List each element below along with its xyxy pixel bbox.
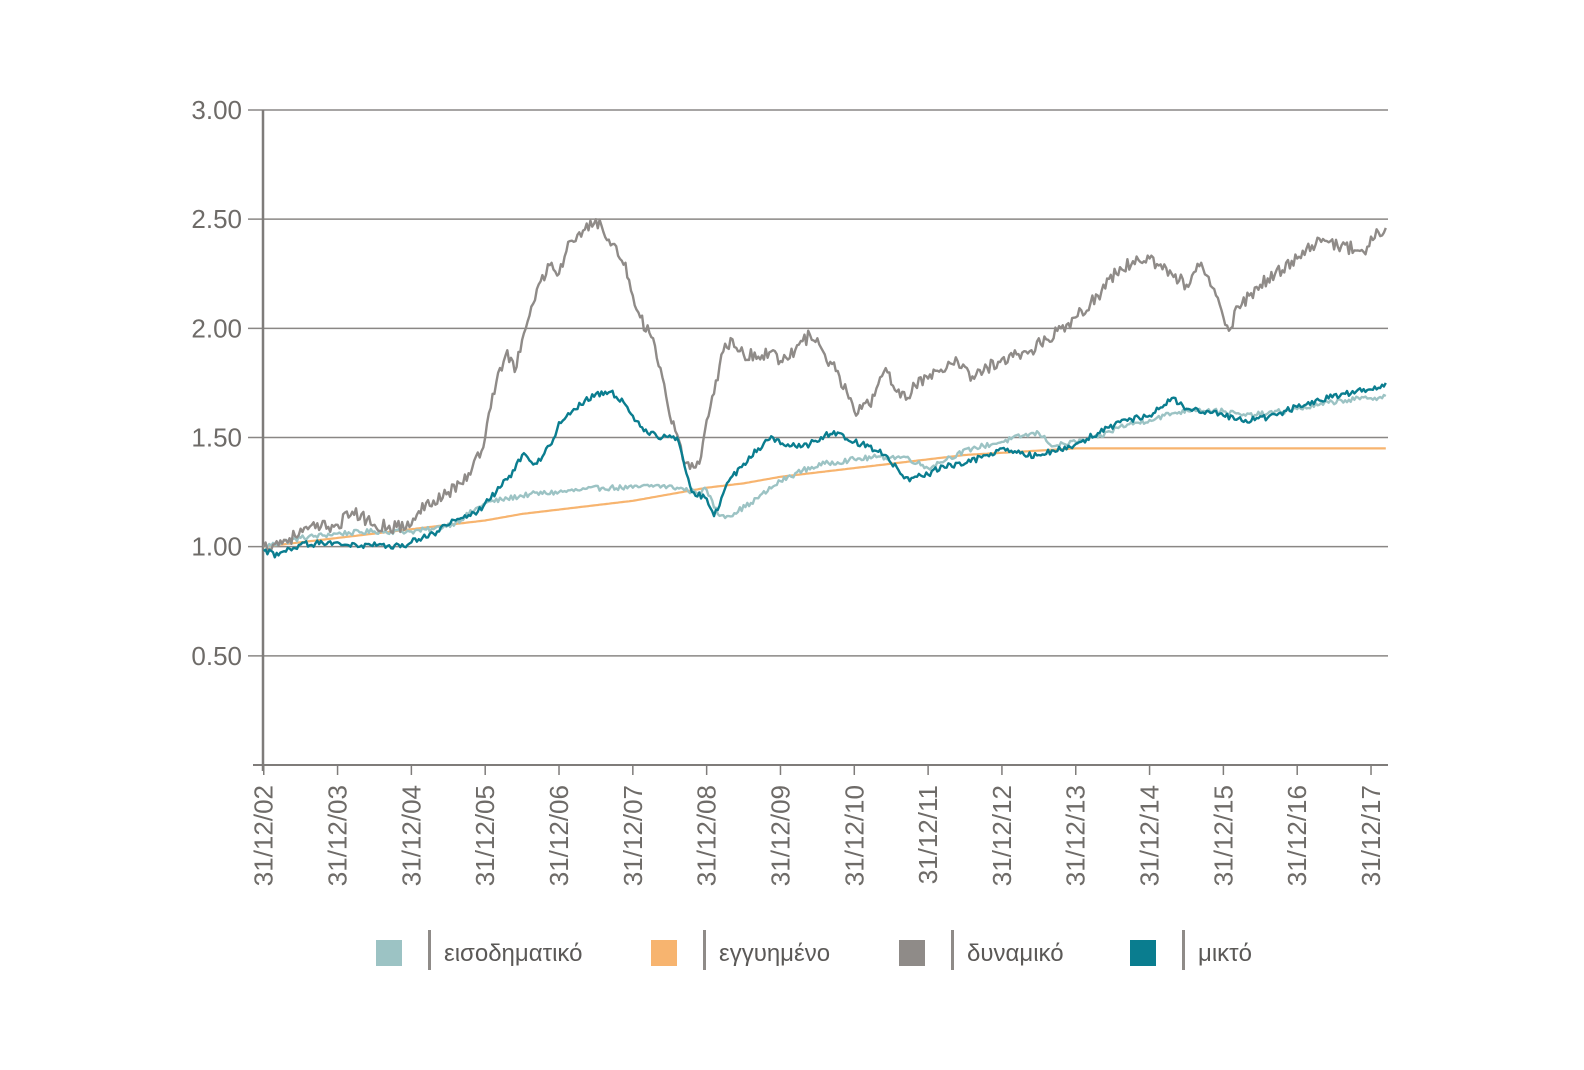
legend-separator — [428, 930, 431, 970]
legend-label: εισοδηματικό — [444, 940, 582, 967]
x-tick-label: 31/12/13 — [1061, 785, 1091, 886]
x-tick-label: 31/12/09 — [765, 785, 795, 886]
legend-swatch — [376, 940, 402, 966]
series-lines — [262, 218, 1387, 559]
x-tick-label: 31/12/10 — [839, 785, 869, 886]
y-tick-labels: 3.00 2.50 2.00 1.50 1.00 0.50 — [191, 95, 242, 671]
x-tick-label: 31/12/16 — [1282, 785, 1312, 886]
x-tick-labels: 31/12/02 31/12/03 31/12/04 31/12/05 31/12/06… — [249, 765, 1386, 886]
axes — [253, 110, 1388, 771]
x-tick-label: 31/12/15 — [1208, 785, 1238, 886]
series-line-3 — [262, 218, 1387, 552]
series-line-4 — [263, 382, 1387, 559]
legend-separator — [951, 930, 954, 970]
legend-swatch — [651, 940, 677, 966]
legend-label: μικτό — [1198, 940, 1252, 967]
x-tick-label: 31/12/04 — [396, 785, 426, 886]
x-tick-label: 31/12/11 — [913, 785, 943, 884]
x-tick-label: 31/12/06 — [544, 785, 574, 886]
legend-separator — [1182, 930, 1185, 970]
x-tick-label: 31/12/05 — [470, 785, 500, 886]
x-tick-label: 31/12/17 — [1356, 785, 1386, 886]
x-tick-label: 31/12/14 — [1135, 785, 1165, 886]
legend-label: δυναμικό — [967, 940, 1064, 967]
legend-swatch — [1130, 940, 1156, 966]
legend: εισοδηματικό εγγυημένο δυναμικό μικτό — [376, 930, 1252, 970]
legend-separator — [703, 930, 706, 970]
x-tick-label: 31/12/02 — [249, 785, 279, 886]
x-tick-label: 31/12/07 — [618, 785, 648, 886]
y-tick-label: 1.50 — [191, 423, 242, 453]
y-tick-label: 2.50 — [191, 204, 242, 234]
x-tick-label: 31/12/12 — [987, 785, 1017, 886]
y-tick-label: 1.00 — [191, 532, 242, 562]
y-tick-label: 0.50 — [191, 641, 242, 671]
legend-label: εγγυημένο — [719, 940, 830, 967]
legend-swatch — [899, 940, 925, 966]
x-tick-label: 31/12/03 — [323, 785, 353, 886]
gridlines — [248, 109, 1388, 657]
x-tick-label: 31/12/08 — [692, 785, 722, 886]
y-tick-label: 2.00 — [191, 313, 242, 343]
y-tick-label: 3.00 — [191, 95, 242, 125]
